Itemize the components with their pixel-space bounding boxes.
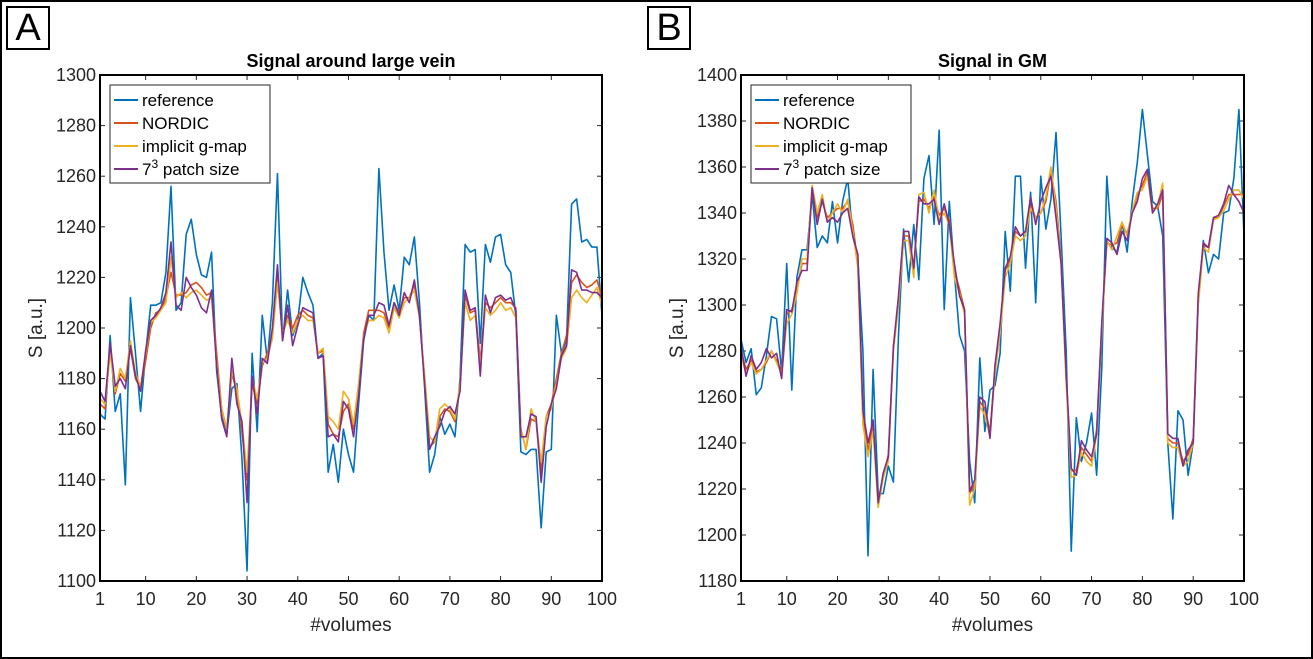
panel-a-y-tick-label: 1260 [56,166,96,186]
panel-b-legend-box [750,84,912,184]
panel-b-series-line-3 [741,168,1244,504]
panel-a-y-tick-label: 1160 [57,419,96,439]
panel-b-legend-label-2: implicit g-map [783,137,888,156]
panel-a-y-tick-label: 1200 [56,318,96,338]
panel-b-x-axis-label: #volumes [952,615,1033,636]
panel-b-x-tick-label: 100 [1229,589,1259,609]
panel-b-y-tick-label: 1260 [697,387,737,407]
panel-a-x-tick-label: 90 [541,589,561,609]
panel-a-y-tick-label: 1100 [57,571,96,591]
panel-b-chart-title: Signal in GM [938,51,1047,71]
panel-a-y-axis-label: S [a.u.] [26,298,47,358]
panel-a-legend-box [109,84,271,184]
panel-b-legend-label-1: NORDIC [783,114,850,133]
panel-a-legend-label-0: reference [142,91,214,110]
panel-a-plot-frame [99,74,603,582]
panel-b-y-tick-label: 1200 [697,525,737,545]
panel-a-series-line-0 [100,167,602,572]
panel-b-y-tick-label: 1400 [697,65,737,85]
panel-a-y-tick-label: 1120 [57,520,96,540]
panel-b-legend-label-3: 73 patch size [783,157,880,179]
panel-a-x-tick-label: 1 [95,589,105,609]
panel-b-y-tick-label: 1320 [697,249,737,269]
panel-b-y-tick-label: 1300 [697,295,737,315]
panel-a-x-tick-label: 20 [186,589,206,609]
panel-b-x-tick-label: 40 [929,589,949,609]
panel-a-series-line-3 [100,241,602,504]
panel-b-y-tick-label: 1240 [697,433,737,453]
panel-b-x-tick-label: 90 [1183,589,1203,609]
panel-a-y-tick-label: 1140 [57,470,96,490]
panel-a-legend-label-1: NORDIC [142,114,209,133]
panel-a-y-tick-label: 1240 [56,217,96,237]
panel-a-y-tick-label: 1220 [56,267,96,287]
panel-b-y-axis-label: S [a.u.] [667,298,688,358]
panel-a-y-tick-label: 1280 [56,116,96,136]
panel-a-x-tick-label: 60 [389,589,409,609]
panel-a-x-tick-label: 100 [587,589,617,609]
panel-a-x-tick-label: 40 [288,589,308,609]
panel-b-x-tick-label: 1 [736,589,746,609]
panel-a-x-tick-label: 50 [338,589,358,609]
panel-b-y-tick-label: 1340 [697,203,737,223]
panel-b-x-tick-label: 80 [1132,589,1152,609]
panel-a-y-tick-label: 1300 [56,65,96,85]
panel-a-x-tick-label: 10 [136,589,156,609]
panel-b-y-tick-label: 1220 [697,479,737,499]
panel-a-x-axis-label: #volumes [310,615,391,636]
panel-b-plot-frame [740,74,1245,582]
panel-b-series-line-0 [741,108,1244,557]
panel-b-x-tick-label: 20 [828,589,848,609]
panel-b-y-tick-label: 1380 [697,111,737,131]
panel-a-y-tick-label: 1180 [57,369,96,389]
panel-b-x-tick-label: 60 [1031,589,1051,609]
panel-a-legend-label-2: implicit g-map [142,137,247,156]
panel-a-chart-title: Signal around large vein [246,51,455,71]
panel-b-x-tick-label: 10 [777,589,797,609]
panel-a-legend-label-3: 73 patch size [142,157,239,179]
panel-b-x-tick-label: 70 [1082,589,1102,609]
panel-label-a: A [6,6,50,50]
panel-b-y-tick-label: 1360 [697,157,737,177]
panel-b-y-tick-label: 1180 [698,571,737,591]
panel-a-x-tick-label: 70 [440,589,460,609]
panel-a-x-tick-label: 30 [237,589,257,609]
panel-label-b: B [647,6,691,50]
panel-b-x-tick-label: 30 [878,589,898,609]
panel-b-x-tick-label: 50 [980,589,1000,609]
panel-a-x-tick-label: 80 [491,589,511,609]
panel-b-y-tick-label: 1280 [697,341,737,361]
panel-b-legend-label-0: reference [783,91,855,110]
